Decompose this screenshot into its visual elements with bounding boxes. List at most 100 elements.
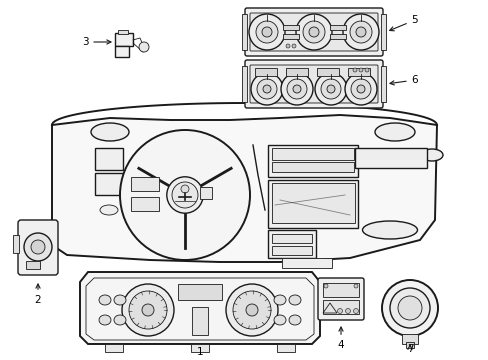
Bar — [130, 177, 159, 191]
Bar — [271, 183, 354, 223]
Circle shape — [358, 68, 362, 72]
Bar — [267, 180, 357, 228]
Bar — [178, 284, 222, 300]
Bar — [242, 14, 246, 50]
Bar — [323, 300, 358, 314]
Ellipse shape — [100, 205, 118, 215]
Circle shape — [352, 68, 356, 72]
Bar — [105, 344, 123, 352]
Bar — [95, 148, 123, 170]
Text: 3: 3 — [81, 37, 111, 47]
Circle shape — [342, 14, 378, 50]
FancyBboxPatch shape — [244, 8, 382, 56]
Circle shape — [120, 130, 249, 260]
Circle shape — [166, 177, 203, 213]
Bar — [192, 307, 207, 335]
Circle shape — [24, 233, 52, 261]
Circle shape — [349, 21, 371, 43]
Bar — [95, 173, 123, 195]
Circle shape — [263, 85, 270, 93]
Bar — [282, 258, 331, 268]
Ellipse shape — [273, 295, 285, 305]
Circle shape — [303, 21, 325, 43]
Bar — [267, 145, 357, 177]
Circle shape — [245, 304, 258, 316]
Circle shape — [324, 284, 327, 288]
Circle shape — [308, 27, 318, 37]
Circle shape — [256, 21, 278, 43]
Polygon shape — [52, 115, 436, 262]
Bar — [276, 344, 294, 352]
Bar — [316, 68, 338, 76]
Bar — [200, 187, 212, 199]
Circle shape — [31, 240, 45, 254]
Bar — [347, 68, 369, 76]
Bar — [380, 14, 385, 50]
Bar — [191, 344, 208, 352]
Ellipse shape — [99, 315, 111, 325]
Bar — [401, 334, 417, 344]
Bar — [271, 148, 353, 160]
Circle shape — [345, 309, 350, 314]
Text: 7: 7 — [406, 344, 412, 354]
Bar — [283, 34, 298, 39]
Bar — [271, 234, 311, 243]
Ellipse shape — [114, 315, 126, 325]
Circle shape — [139, 42, 149, 52]
Circle shape — [250, 73, 283, 105]
Ellipse shape — [91, 123, 129, 141]
Bar — [118, 30, 128, 34]
Circle shape — [285, 44, 289, 48]
Circle shape — [122, 284, 174, 336]
Circle shape — [181, 185, 189, 193]
Circle shape — [142, 304, 154, 316]
Bar — [405, 342, 413, 348]
Circle shape — [225, 284, 278, 336]
Circle shape — [337, 309, 342, 314]
FancyBboxPatch shape — [317, 278, 363, 320]
Bar — [285, 68, 307, 76]
Circle shape — [381, 280, 437, 336]
Ellipse shape — [362, 221, 417, 239]
Polygon shape — [80, 272, 319, 344]
Bar — [26, 261, 40, 269]
Bar — [242, 66, 246, 102]
Circle shape — [248, 14, 285, 50]
Circle shape — [232, 291, 270, 329]
Circle shape — [291, 44, 295, 48]
Circle shape — [397, 296, 421, 320]
Bar — [380, 66, 385, 102]
Circle shape — [364, 68, 368, 72]
Circle shape — [314, 73, 346, 105]
Circle shape — [355, 27, 365, 37]
Circle shape — [292, 85, 301, 93]
Bar — [323, 283, 358, 297]
Ellipse shape — [288, 295, 301, 305]
Ellipse shape — [273, 315, 285, 325]
Text: 4: 4 — [337, 327, 344, 350]
Circle shape — [345, 73, 376, 105]
Circle shape — [320, 79, 340, 99]
FancyBboxPatch shape — [249, 13, 377, 51]
Bar — [13, 235, 19, 253]
Circle shape — [353, 309, 358, 314]
Ellipse shape — [420, 149, 442, 161]
FancyBboxPatch shape — [244, 60, 382, 108]
Bar — [354, 148, 426, 168]
Bar — [271, 162, 353, 172]
Text: 5: 5 — [389, 15, 417, 31]
FancyBboxPatch shape — [18, 220, 58, 275]
Circle shape — [281, 73, 312, 105]
Circle shape — [286, 79, 306, 99]
Circle shape — [353, 284, 357, 288]
Circle shape — [389, 288, 429, 328]
Circle shape — [326, 85, 334, 93]
Ellipse shape — [374, 123, 414, 141]
Bar — [115, 46, 129, 57]
Text: 1: 1 — [196, 347, 203, 357]
Bar — [271, 246, 311, 255]
Circle shape — [172, 182, 198, 208]
FancyBboxPatch shape — [249, 65, 377, 103]
Ellipse shape — [99, 295, 111, 305]
Ellipse shape — [288, 315, 301, 325]
